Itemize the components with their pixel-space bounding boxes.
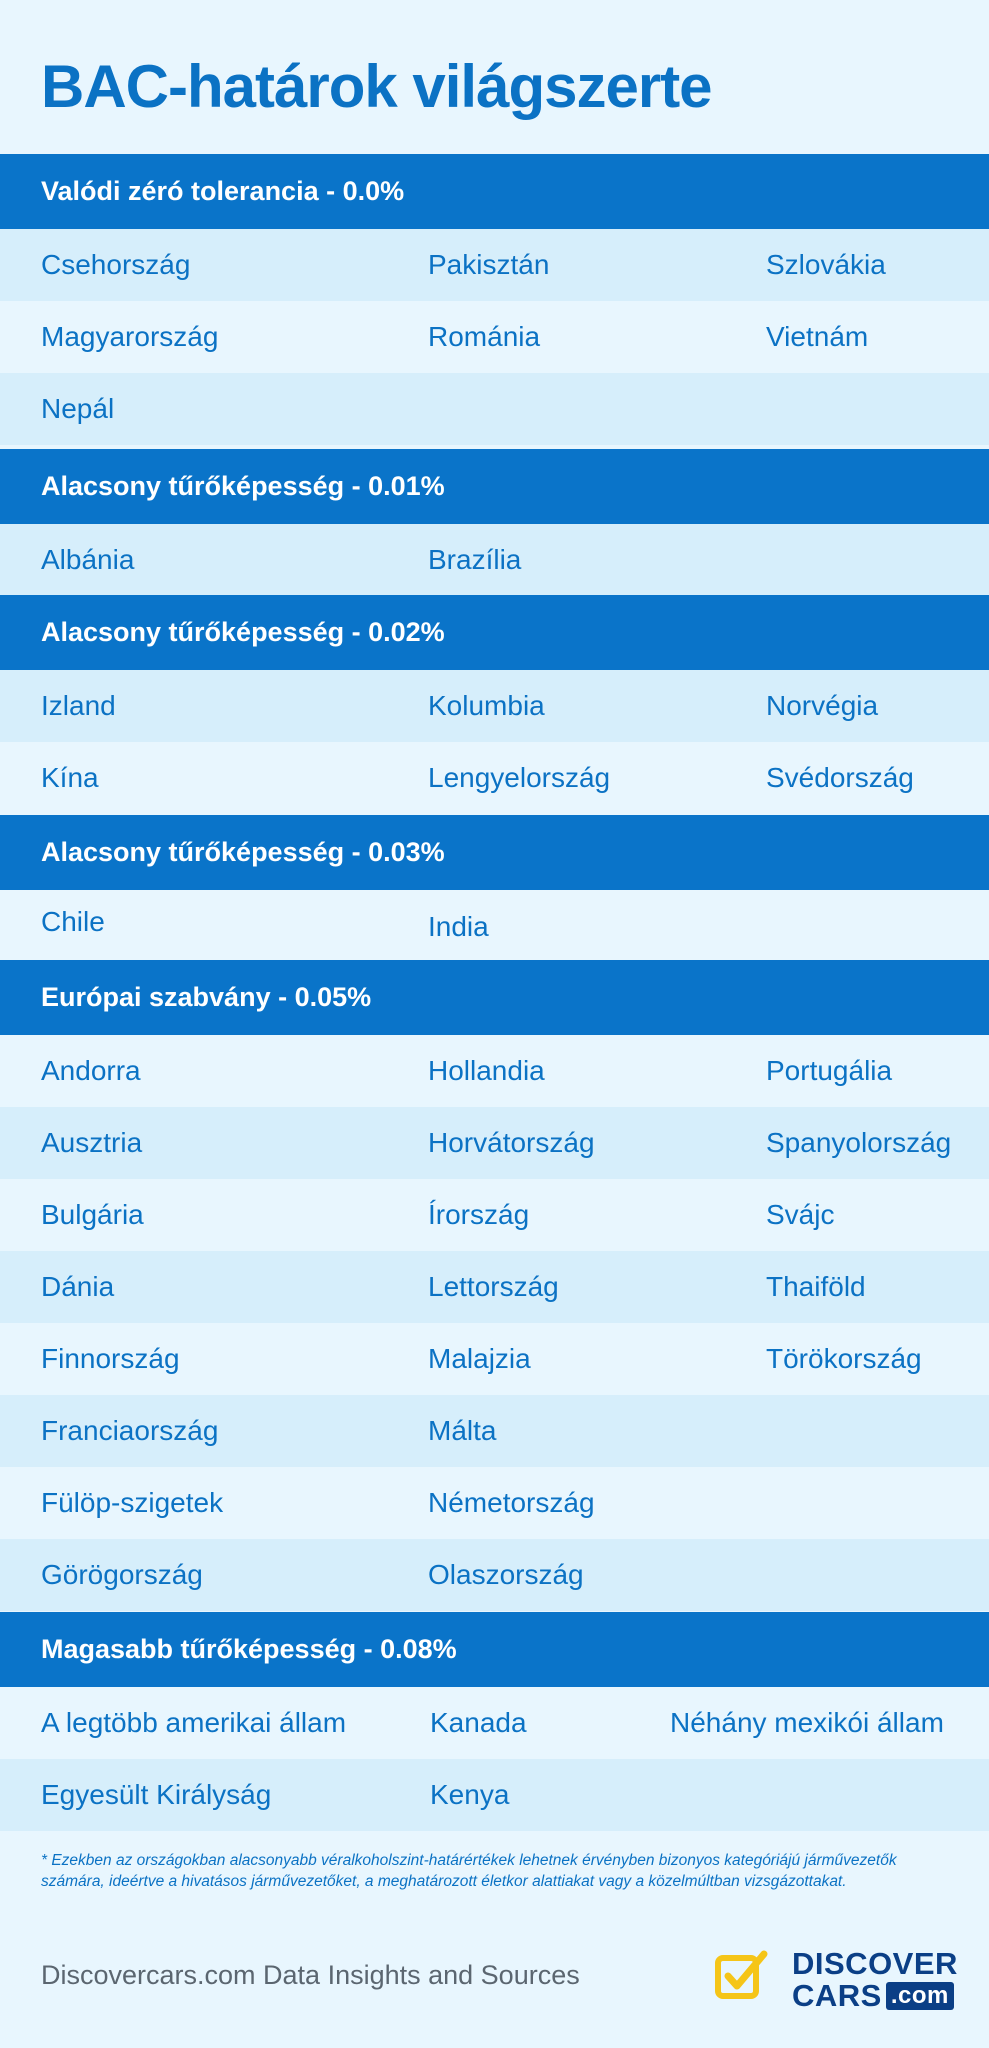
country-cell: Írország <box>428 1199 530 1230</box>
table-row: Csehország Pakisztán Szlovákia <box>0 229 989 301</box>
country-cell: Horvátország <box>428 1127 595 1158</box>
country-cell: Svédország <box>766 762 914 793</box>
country-cell: Egyesült Királyság <box>41 1779 272 1810</box>
country-cell: Görögország <box>41 1559 203 1590</box>
country-cell: Bulgária <box>41 1199 144 1230</box>
country-cell: Andorra <box>41 1055 141 1086</box>
section-header: Alacsony tűrőképesség - 0.03% <box>0 815 989 890</box>
country-cell: Kína <box>41 762 99 793</box>
country-cell: Vietnám <box>766 321 869 352</box>
table-row: Magyarország Románia Vietnám <box>0 301 989 373</box>
country-cell: Pakisztán <box>428 249 550 280</box>
country-cell: India <box>428 911 489 943</box>
country-cell: Csehország <box>41 249 191 280</box>
country-cell: Dánia <box>41 1271 115 1302</box>
table-row: Izland Kolumbia Norvégia <box>0 670 989 742</box>
table-row: Franciaország Málta <box>0 1395 989 1467</box>
table-row: Dánia Lettország Thaiföld <box>0 1251 989 1323</box>
footnote: * Ezekben az országokban alacsonyabb vér… <box>41 1852 897 1890</box>
table-row: Bulgária Írország Svájc <box>0 1179 989 1251</box>
section-zero-tolerance: Valódi zéró tolerancia - 0.0% Csehország… <box>0 154 989 445</box>
discover-cars-logo: DISCOVER CARS .com <box>714 1944 957 2013</box>
country-cell: Fülöp-szigetek <box>41 1487 224 1518</box>
table-row: Ausztria Horvátország Spanyolország <box>0 1107 989 1179</box>
country-cell: Spanyolország <box>766 1127 952 1158</box>
page-title: BAC-határok világszerte <box>41 53 713 120</box>
section-header: Valódi zéró tolerancia - 0.0% <box>0 154 989 229</box>
table-row: Andorra Hollandia Portugália <box>0 1035 989 1107</box>
logo-text-line2: CARS .com <box>792 1978 954 2014</box>
country-cell: Kenya <box>430 1779 510 1810</box>
logo-text-com: .com <box>885 1982 954 2010</box>
country-cell: Malajzia <box>428 1343 531 1374</box>
section-header: Európai szabvány - 0.05% <box>0 960 989 1035</box>
table-row: Nepál <box>0 373 989 445</box>
table-row: Finnország Malajzia Törökország <box>0 1323 989 1395</box>
country-cell: Nepál <box>41 393 115 424</box>
country-cell: Kolumbia <box>428 690 545 721</box>
table-row: Albánia Brazília <box>0 524 989 596</box>
country-cell: Olaszország <box>428 1559 584 1590</box>
country-cell: Norvégia <box>766 690 879 721</box>
country-cell: Finnország <box>41 1343 180 1374</box>
sources-credit: Discovercars.com Data Insights and Sourc… <box>41 1960 580 1990</box>
country-cell: Szlovákia <box>766 249 886 280</box>
table-row: Kína Lengyelország Svédország <box>0 742 989 814</box>
country-cell: Hollandia <box>428 1055 545 1086</box>
table-row: A legtöbb amerikai állam Kanada Néhány m… <box>0 1687 989 1759</box>
section-header: Alacsony tűrőképesség - 0.02% <box>0 595 989 670</box>
logo-text-cars: CARS <box>792 1978 882 2013</box>
country-cell: Chile <box>41 905 105 937</box>
country-cell: Törökország <box>766 1343 922 1374</box>
country-cell: Málta <box>428 1415 497 1446</box>
section-low-tolerance-003: Alacsony tűrőképesség - 0.03% Chile Indi… <box>0 815 989 962</box>
country-cell: Brazília <box>428 544 522 575</box>
table-row: Fülöp-szigetek Németország <box>0 1467 989 1539</box>
section-low-tolerance-001: Alacsony tűrőképesség - 0.01% Albánia Br… <box>0 449 989 596</box>
country-cell: A legtöbb amerikai állam <box>41 1707 347 1738</box>
country-cell: Románia <box>428 321 541 352</box>
section-higher-tolerance: Magasabb tűrőképesség - 0.08% A legtöbb … <box>0 1612 989 1831</box>
table-row: Görögország Olaszország <box>0 1539 989 1611</box>
country-cell: Németország <box>428 1487 595 1518</box>
country-cell: Albánia <box>41 544 135 575</box>
country-cell: Izland <box>41 690 116 721</box>
country-cell: Ausztria <box>41 1127 143 1158</box>
country-cell: Franciaország <box>41 1415 219 1446</box>
checkbox-check-icon <box>715 1950 768 1999</box>
country-cell: Portugália <box>766 1055 893 1086</box>
section-header: Magasabb tűrőképesség - 0.08% <box>0 1612 989 1687</box>
country-cell: Lettország <box>428 1271 559 1302</box>
table-row: Chile India <box>0 890 989 962</box>
section-european-standard: Európai szabvány - 0.05% Andorra Holland… <box>0 960 989 1611</box>
country-cell: Kanada <box>430 1707 527 1738</box>
country-cell: Lengyelország <box>428 762 611 793</box>
logo-text-line1: DISCOVER <box>792 1946 958 1981</box>
table-row: Egyesült Királyság Kenya <box>0 1759 989 1831</box>
country-cell: Néhány mexikói állam <box>670 1707 944 1738</box>
country-cell: Magyarország <box>41 321 219 352</box>
country-cell: Svájc <box>766 1199 835 1230</box>
country-cell: Thaiföld <box>766 1271 866 1302</box>
section-low-tolerance-002: Alacsony tűrőképesség - 0.02% Izland Kol… <box>0 595 989 814</box>
section-header: Alacsony tűrőképesség - 0.01% <box>0 449 989 524</box>
